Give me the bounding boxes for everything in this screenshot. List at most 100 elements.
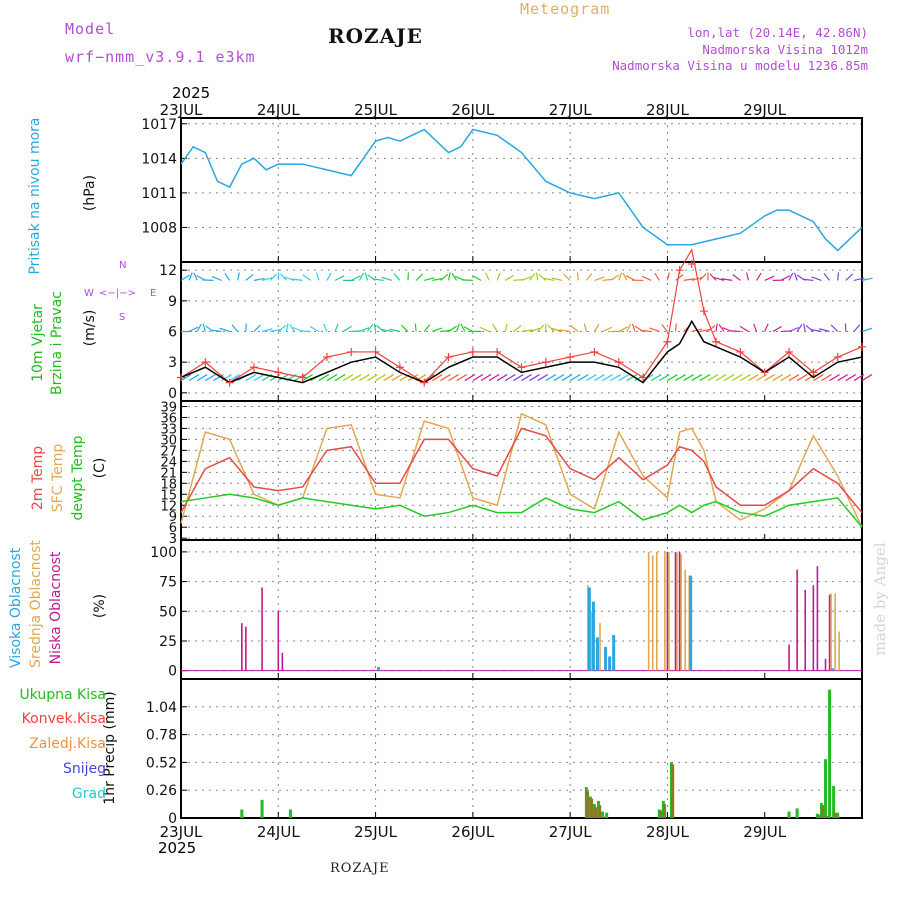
wind-gust-marker [395, 363, 404, 372]
wind-vector-upper [622, 272, 628, 281]
wind-vector-middle [547, 324, 555, 332]
wind-vector-middle [570, 325, 579, 332]
y-tick-label: 100 [150, 545, 177, 561]
compass-w: W [84, 288, 94, 299]
wind-vector-middle [309, 326, 320, 333]
wind-vector-upper [576, 272, 579, 281]
wind-gust-marker [590, 347, 599, 356]
wind-gust-marker [298, 373, 307, 382]
wind-vector-lower [618, 374, 630, 382]
time-label-top: 26JUL [451, 101, 494, 119]
wind-gust-marker [699, 307, 708, 316]
wind-vector-upper [261, 277, 273, 281]
y-tick-label: 36 [160, 411, 177, 426]
wind-vector-lower [180, 374, 192, 382]
wind-vector-upper [440, 273, 449, 281]
wind-vector-middle [631, 323, 636, 332]
wind-vector-lower [707, 374, 719, 382]
wind-vector-middle [729, 330, 741, 333]
wind-vector-upper [666, 272, 670, 281]
wind-vector-lower [586, 374, 597, 382]
y-tick-label: 6 [168, 325, 177, 341]
precip-total-bar [601, 811, 605, 818]
wind-vector-middle [739, 325, 749, 333]
wind-vector-upper [811, 276, 822, 281]
wind-vector-lower [675, 374, 686, 382]
wind-vector-lower [277, 374, 289, 382]
wind-gust-marker [809, 368, 818, 377]
wind-vector-lower [367, 374, 378, 382]
wind-vector-middle [772, 326, 782, 333]
wind-vector-middle [196, 323, 202, 332]
time-label-bottom: 23JUL [160, 823, 203, 841]
wind-vector-upper [543, 277, 555, 281]
wind-gust-marker [225, 378, 234, 387]
wind-vector-upper [393, 273, 401, 281]
wind-vector-lower [821, 374, 832, 382]
wind-vector-lower [334, 374, 346, 382]
precip-total-bar [832, 785, 836, 818]
wind-vector-upper [364, 272, 369, 281]
wind-vector-upper [654, 272, 660, 281]
wind-vector-middle [366, 324, 374, 332]
wind-vector-upper [504, 274, 515, 281]
legend-snow: Snijeg [62, 761, 106, 777]
wind-vector-middle [861, 327, 873, 333]
wind-vector-lower [731, 374, 743, 382]
wind-vector-lower [748, 374, 759, 382]
wind-vector-upper [372, 278, 384, 281]
wind-vector-middle [715, 323, 718, 332]
wind-vector-lower [456, 374, 467, 382]
wind-vector-middle [593, 323, 600, 332]
compass-s: S [119, 312, 126, 323]
wind-vector-upper [793, 272, 798, 281]
wind-vector-middle [504, 323, 508, 332]
time-label-bottom: 28JUL [646, 823, 689, 841]
wind-vector-middle [334, 323, 339, 332]
wind-vector-middle [400, 324, 409, 332]
wind-vector-lower [853, 374, 865, 382]
wind-vector-lower [318, 374, 330, 382]
wind-vector-middle [618, 326, 628, 333]
wind-vector-lower [375, 374, 386, 382]
wind-vector-upper [861, 277, 873, 281]
wind-vector-upper [193, 272, 198, 281]
wind-vector-lower [488, 374, 500, 382]
wind-vector-lower [545, 374, 557, 382]
precip-total-bar [836, 812, 840, 818]
compass-e: E [150, 288, 157, 299]
wind-vector-lower [464, 374, 476, 382]
y-tick-label: 1017 [141, 117, 177, 133]
wind-vector-upper [562, 273, 571, 281]
wind-vector-upper [837, 272, 840, 281]
wind-vector-middle [423, 324, 431, 332]
wind-vector-lower [504, 374, 516, 382]
model-elevation-text: Nadmorska Visina u modelu 1236.85m [612, 58, 868, 73]
wind-vector-upper [381, 276, 392, 281]
y-tick-label: 18 [160, 477, 177, 492]
wind-vector-upper [180, 274, 190, 281]
wind-vector-upper [610, 274, 620, 281]
wind-speed-line [180, 319, 863, 384]
wind-vector-upper [746, 272, 750, 281]
model-name: wrf−nmm_v3.9.1 e3km [65, 48, 256, 66]
precip-conv-bar [817, 814, 821, 818]
wind-vector-upper [350, 275, 361, 281]
wind-vector-upper [245, 273, 254, 281]
precip-conv-bar [825, 815, 829, 818]
wind-vector-upper [326, 272, 332, 281]
wind-vector-upper [699, 273, 707, 281]
wind-vector-middle [261, 328, 273, 333]
time-label-top: 29JUL [743, 101, 786, 119]
wind-gust-marker [201, 358, 210, 367]
wind-vector-lower [780, 374, 792, 382]
wind-vector-upper [788, 272, 794, 281]
wind-vector-lower [659, 374, 670, 382]
wind-vector-lower [796, 374, 808, 382]
wind-vector-middle [285, 323, 289, 332]
wind-vector-middle [448, 325, 458, 333]
wind-vector-lower [229, 374, 240, 382]
wind-vector-lower [302, 374, 313, 382]
wind-gust-marker [833, 353, 842, 362]
wind-vector-middle [289, 323, 295, 332]
